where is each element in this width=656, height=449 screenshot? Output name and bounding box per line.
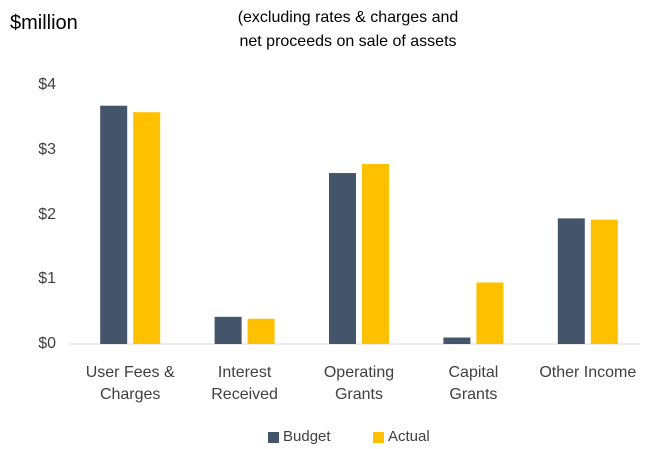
x-tick-label: Other Income [539, 364, 637, 381]
bar [214, 316, 242, 344]
bar [100, 105, 128, 344]
bar [362, 163, 389, 344]
x-tick-label: Operating Grants [323, 364, 395, 403]
chart-title: $million [10, 12, 78, 34]
bar [247, 318, 275, 344]
x-tick-label: Interest Received [211, 364, 278, 403]
legend-label: Budget [283, 428, 331, 445]
bar [133, 112, 161, 344]
bar [557, 218, 585, 344]
y-tick-label: $2 [38, 205, 56, 223]
y-tick-label: $1 [38, 270, 56, 288]
legend-entry: Budget [268, 426, 331, 448]
bar [443, 337, 471, 344]
x-tick-label: User Fees & Charges [85, 364, 175, 403]
bar [476, 282, 504, 344]
chart-subtitle: (excluding rates & charges and net proce… [237, 9, 459, 50]
legend-swatch [373, 431, 384, 443]
bar [590, 219, 618, 344]
y-tick-label: $3 [38, 140, 56, 158]
legend-swatch [268, 431, 279, 443]
legend-label: Actual [388, 428, 430, 445]
legend-entry: Actual [373, 426, 430, 448]
y-tick-label: $4 [38, 76, 56, 93]
x-tick-label: Capital Grants [448, 364, 499, 403]
bar [329, 173, 356, 344]
y-tick-label: $0 [38, 335, 56, 352]
